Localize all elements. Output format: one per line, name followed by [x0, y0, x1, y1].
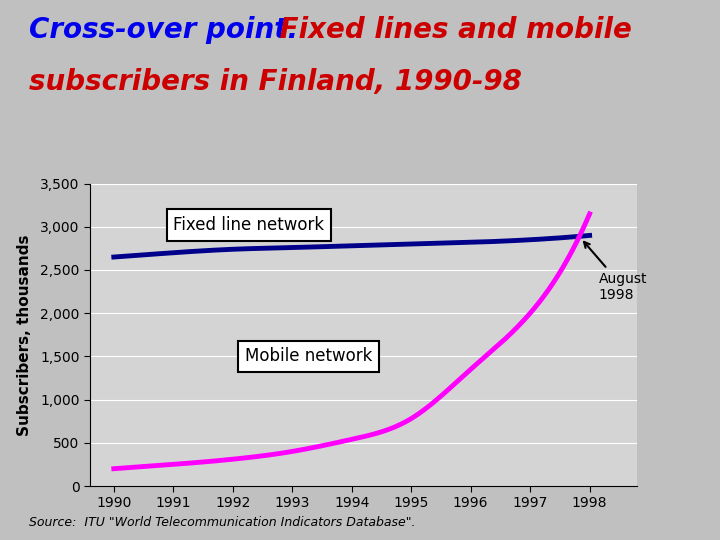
Text: Cross-over point.: Cross-over point.: [29, 16, 298, 44]
Text: Source:  ITU "World Telecommunication Indicators Database".: Source: ITU "World Telecommunication Ind…: [29, 516, 415, 529]
Text: Fixed line network: Fixed line network: [174, 216, 325, 234]
Text: Mobile network: Mobile network: [245, 347, 372, 366]
Text: Fixed lines and mobile: Fixed lines and mobile: [270, 16, 632, 44]
Y-axis label: Subscribers, thousands: Subscribers, thousands: [17, 234, 32, 436]
Text: August
1998: August 1998: [584, 242, 647, 302]
Text: subscribers in Finland, 1990-98: subscribers in Finland, 1990-98: [29, 68, 522, 96]
